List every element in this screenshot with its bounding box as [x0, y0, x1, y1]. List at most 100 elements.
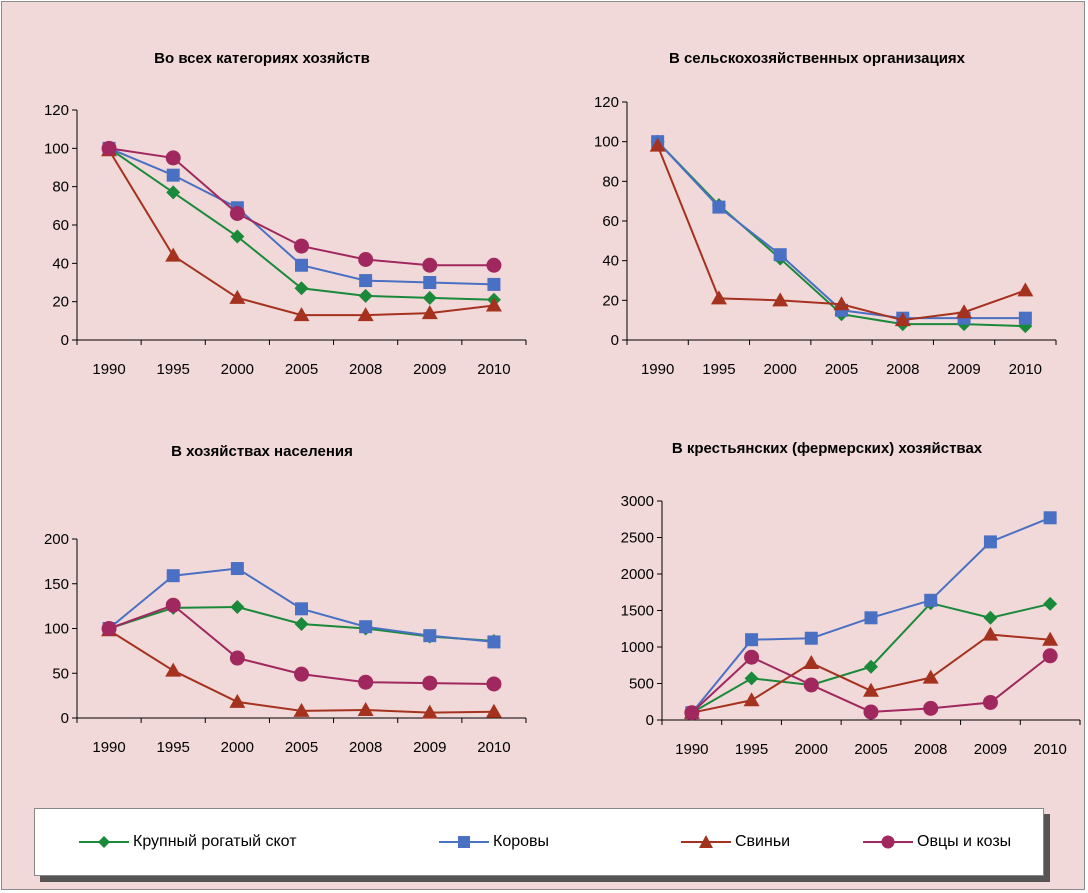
y-tick-label: 80: [52, 179, 69, 196]
data-point-triangle: [293, 307, 310, 322]
data-point-square: [487, 635, 501, 649]
data-point-triangle: [743, 692, 760, 707]
data-point-diamond: [294, 281, 309, 296]
data-point-square: [983, 535, 997, 549]
x-tick-label: 2000: [221, 361, 254, 378]
triangle-marker-icon: [681, 835, 731, 848]
y-tick-label: 0: [61, 710, 69, 727]
x-tick-label: 2010: [477, 739, 510, 756]
series-line: [656, 145, 1026, 322]
data-point-circle: [101, 621, 117, 636]
data-point-circle: [422, 257, 438, 273]
x-tick-label: 2005: [285, 739, 318, 756]
data-point-triangle: [357, 701, 374, 716]
data-point-circle: [422, 675, 438, 691]
legend-label: Свиньи: [735, 833, 791, 850]
x-tick-label: 1995: [735, 741, 768, 758]
data-point-square: [924, 593, 938, 607]
x-tick-label: 1990: [675, 741, 708, 758]
data-point-triangle: [772, 292, 789, 307]
x-tick-label: 1995: [157, 739, 190, 756]
y-tick-label: 500: [629, 676, 654, 693]
x-tick-label: 2000: [764, 361, 797, 378]
y-tick-label: 3000: [621, 493, 654, 510]
x-tick-label: 2008: [886, 361, 919, 378]
data-point-triangle: [922, 669, 939, 684]
y-tick-label: 0: [61, 332, 69, 349]
data-point-diamond: [983, 610, 998, 625]
diamond-marker-icon: [79, 836, 129, 848]
y-tick-label: 40: [602, 253, 619, 270]
data-point-circle: [923, 700, 939, 716]
data-point-circle: [486, 676, 502, 692]
data-point-circle: [863, 704, 879, 720]
data-point-circle: [294, 238, 309, 254]
data-point-triangle: [982, 626, 999, 641]
x-tick-label: 2008: [914, 741, 947, 758]
data-point-circle: [744, 649, 760, 665]
x-tick-label: 2010: [1009, 361, 1042, 378]
data-point-triangle: [1042, 631, 1059, 646]
data-point-diamond: [166, 185, 181, 200]
y-tick-label: 2500: [621, 530, 654, 547]
data-point-square: [864, 611, 878, 625]
data-point-diamond: [230, 600, 245, 615]
data-point-triangle: [803, 655, 820, 670]
data-point-square: [166, 569, 180, 583]
data-point-diamond: [744, 671, 759, 686]
data-point-triangle: [421, 305, 438, 320]
data-point-circle: [229, 650, 245, 666]
y-tick-label: 120: [594, 94, 619, 111]
x-tick-label: 2005: [825, 361, 858, 378]
data-point-triangle: [649, 137, 666, 152]
x-tick-label: 2009: [413, 361, 446, 378]
x-tick-label: 1995: [702, 361, 735, 378]
series-line: [656, 140, 1026, 320]
y-tick-label: 100: [44, 621, 69, 638]
data-point-circle: [1042, 648, 1058, 664]
data-point-diamond: [422, 290, 437, 305]
data-point-circle: [101, 140, 117, 156]
x-tick-label: 2009: [947, 361, 980, 378]
legend: Крупный рогатый скот Коровы Свиньи Овцы …: [34, 808, 1044, 876]
y-tick-label: 1000: [621, 639, 654, 656]
data-point-square: [359, 620, 373, 634]
data-point-square: [166, 168, 180, 182]
x-tick-label: 2005: [285, 361, 318, 378]
data-point-triangle: [833, 296, 850, 311]
chart-title: Во всех категориях хозяйств: [154, 50, 370, 67]
data-point-square: [295, 602, 308, 616]
data-point-square: [745, 633, 759, 647]
data-point-triangle: [863, 682, 879, 697]
data-point-circle: [486, 257, 502, 273]
data-point-triangle: [293, 702, 310, 717]
y-tick-label: 60: [602, 213, 619, 230]
y-tick-label: 100: [44, 140, 69, 157]
data-point-square: [773, 248, 787, 262]
x-tick-label: 1995: [157, 361, 190, 378]
data-point-diamond: [294, 617, 309, 632]
data-point-square: [359, 274, 373, 288]
data-point-square: [804, 631, 818, 645]
data-point-circle: [358, 252, 374, 267]
data-point-triangle: [421, 704, 438, 719]
data-point-triangle: [894, 312, 911, 327]
y-tick-label: 50: [52, 665, 69, 682]
y-tick-label: 0: [611, 332, 619, 349]
x-tick-label: 2010: [1033, 741, 1066, 758]
data-point-triangle: [165, 662, 182, 677]
x-tick-label: 2008: [349, 361, 382, 378]
data-point-circle: [165, 150, 181, 166]
data-point-square: [230, 562, 244, 576]
data-point-triangle: [485, 703, 502, 718]
data-point-square: [712, 200, 726, 214]
x-tick-label: 2000: [795, 741, 828, 758]
data-point-triangle: [357, 307, 374, 322]
data-point-square: [423, 629, 437, 643]
data-point-square: [1018, 311, 1032, 325]
data-point-triangle: [229, 693, 246, 708]
data-point-triangle: [710, 290, 727, 305]
y-tick-label: 2000: [621, 566, 654, 583]
y-tick-label: 150: [44, 576, 69, 593]
data-point-circle: [982, 694, 998, 710]
